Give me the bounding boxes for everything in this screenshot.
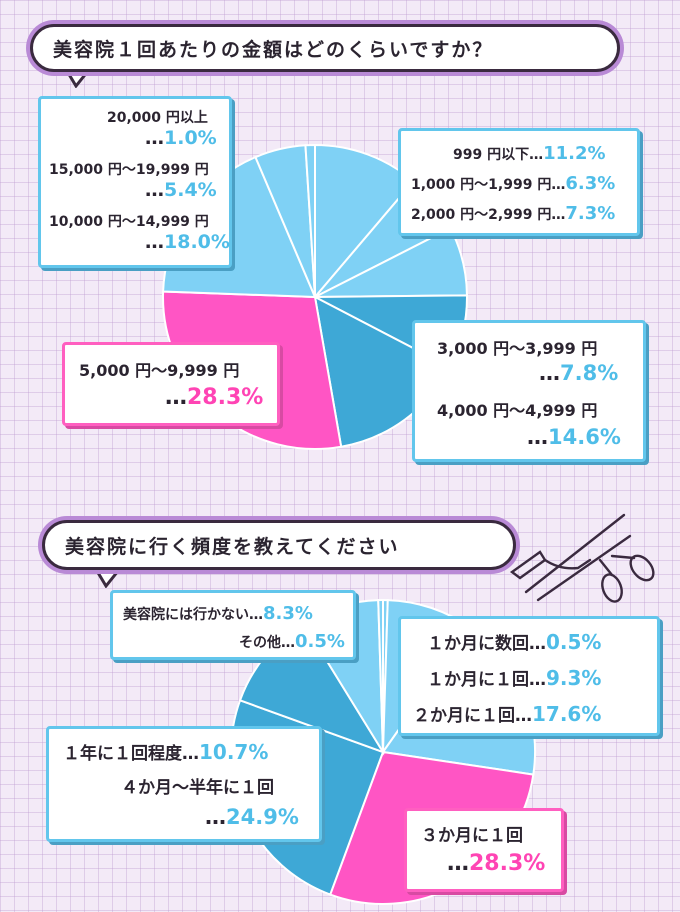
label-3000-3999: 3,000 円～3,999 円 xyxy=(437,339,598,358)
pct-2000-2999: 7.3% xyxy=(565,203,616,224)
pct-other: 0.5% xyxy=(295,631,345,652)
dots: … xyxy=(145,127,164,149)
legend-box-mid-price: 3,000 円～3,999 円 …7.8% 4,000 円～4,999 円 …1… xyxy=(412,320,646,462)
title-bubble-tail xyxy=(92,566,124,588)
legend-box-once-3months: ３か月に１回 …28.3% xyxy=(404,808,564,892)
dots: … xyxy=(529,147,544,163)
pct-3000-3999: 7.8% xyxy=(560,361,619,385)
row-2000-2999: 2,000 円～2,999 円…7.3% xyxy=(411,203,615,224)
row-once-month: １か月に１回…9.3% xyxy=(427,665,601,690)
pct-once-month: 9.3% xyxy=(546,666,602,690)
pie-slice xyxy=(377,598,384,753)
pct-once-year: 10.7% xyxy=(199,740,269,764)
price-title-bubble: 美容院１回あたりの金額はどのくらいですか？ xyxy=(30,24,620,72)
label-2000-2999: 2,000 円～2,999 円 xyxy=(411,207,552,223)
frequency-chart-title: 美容院に行く頻度を教えてください xyxy=(65,535,400,558)
legend-box-5000-9999: 5,000 円～9,999 円 …28.3% xyxy=(62,342,280,426)
label-once-month: １か月に１回 xyxy=(427,670,529,690)
label-4-6months: ４か月～半年に１回 xyxy=(121,778,274,798)
legend-box-frequent: １か月に数回…0.5% １か月に１回…9.3% ２か月に１回…17.6% xyxy=(398,616,660,736)
pct-4-6months: 24.9% xyxy=(226,805,299,829)
label-1000-1999: 1,000 円～1,999 円 xyxy=(411,177,552,193)
legend-box-no-visit: 美容院には行かない…8.3% その他…0.5% xyxy=(110,590,356,660)
label-once-3months: ３か月に１回 xyxy=(421,826,523,846)
dots: … xyxy=(249,607,263,623)
dots: … xyxy=(527,425,548,449)
dots: … xyxy=(281,635,295,651)
row-several-month: １か月に数回…0.5% xyxy=(427,629,601,654)
pct-10000-14999: 18.0% xyxy=(164,231,230,253)
dots: … xyxy=(551,207,566,223)
row-other: その他…0.5% xyxy=(239,631,345,652)
row-1000-1999: 1,000 円～1,999 円…6.3% xyxy=(411,173,615,194)
pct-once-2months: 17.6% xyxy=(532,702,602,726)
pct-several-month: 0.5% xyxy=(546,630,602,654)
dots: … xyxy=(165,385,187,410)
dots: … xyxy=(539,361,560,385)
label-20000-plus: 20,000 円以上 xyxy=(107,110,208,126)
dots: … xyxy=(515,706,532,726)
pie-slice xyxy=(304,143,316,298)
label-999-under: 999 円以下 xyxy=(453,147,530,163)
pct-5000-9999: 28.3% xyxy=(187,385,264,410)
pct-no-visit: 8.3% xyxy=(263,603,313,624)
label-several-month: １か月に数回 xyxy=(427,634,529,654)
pct-once-3months: 28.3% xyxy=(469,851,546,876)
dots: … xyxy=(205,805,226,829)
dots: … xyxy=(529,670,546,690)
label-15000-19999: 15,000 円～19,999 円 xyxy=(49,162,209,178)
label-5000-9999: 5,000 円～9,999 円 xyxy=(79,361,240,380)
label-4000-4999: 4,000 円～4,999 円 xyxy=(437,401,598,420)
dots: … xyxy=(145,231,164,253)
legend-box-high-price: 20,000 円以上 …1.0% 15,000 円～19,999 円 …5.4%… xyxy=(38,96,232,268)
pct-4000-4999: 14.6% xyxy=(548,425,621,449)
pct-20000-plus: 1.0% xyxy=(164,127,217,149)
dots: … xyxy=(182,744,199,764)
label-no-visit: 美容院には行かない xyxy=(123,607,249,623)
label-10000-14999: 10,000 円～14,999 円 xyxy=(49,214,209,230)
scissors-icon xyxy=(509,513,655,603)
row-no-visit: 美容院には行かない…8.3% xyxy=(123,603,313,624)
dots: … xyxy=(529,634,546,654)
label-once-2months: ２か月に１回 xyxy=(413,706,515,726)
row-once-year: １年に１回程度…10.7% xyxy=(63,739,268,764)
dots: … xyxy=(551,177,566,193)
pct-999-under: 11.2% xyxy=(543,143,606,164)
label-once-year: １年に１回程度 xyxy=(63,744,182,764)
pct-15000-19999: 5.4% xyxy=(164,179,217,201)
legend-box-low-price: 999 円以下…11.2% 1,000 円～1,999 円…6.3% 2,000… xyxy=(398,128,640,236)
pct-1000-1999: 6.3% xyxy=(565,173,616,194)
row-999-under: 999 円以下…11.2% xyxy=(453,143,606,164)
frequency-title-bubble: 美容院に行く頻度を教えてください xyxy=(42,520,516,570)
row-once-2months: ２か月に１回…17.6% xyxy=(413,701,601,726)
dots: … xyxy=(447,851,469,876)
dots: … xyxy=(145,179,164,201)
legend-box-infrequent: １年に１回程度…10.7% ４か月～半年に１回 …24.9% xyxy=(46,726,322,842)
label-other: その他 xyxy=(239,635,281,651)
price-chart-title: 美容院１回あたりの金額はどのくらいですか？ xyxy=(53,38,494,61)
